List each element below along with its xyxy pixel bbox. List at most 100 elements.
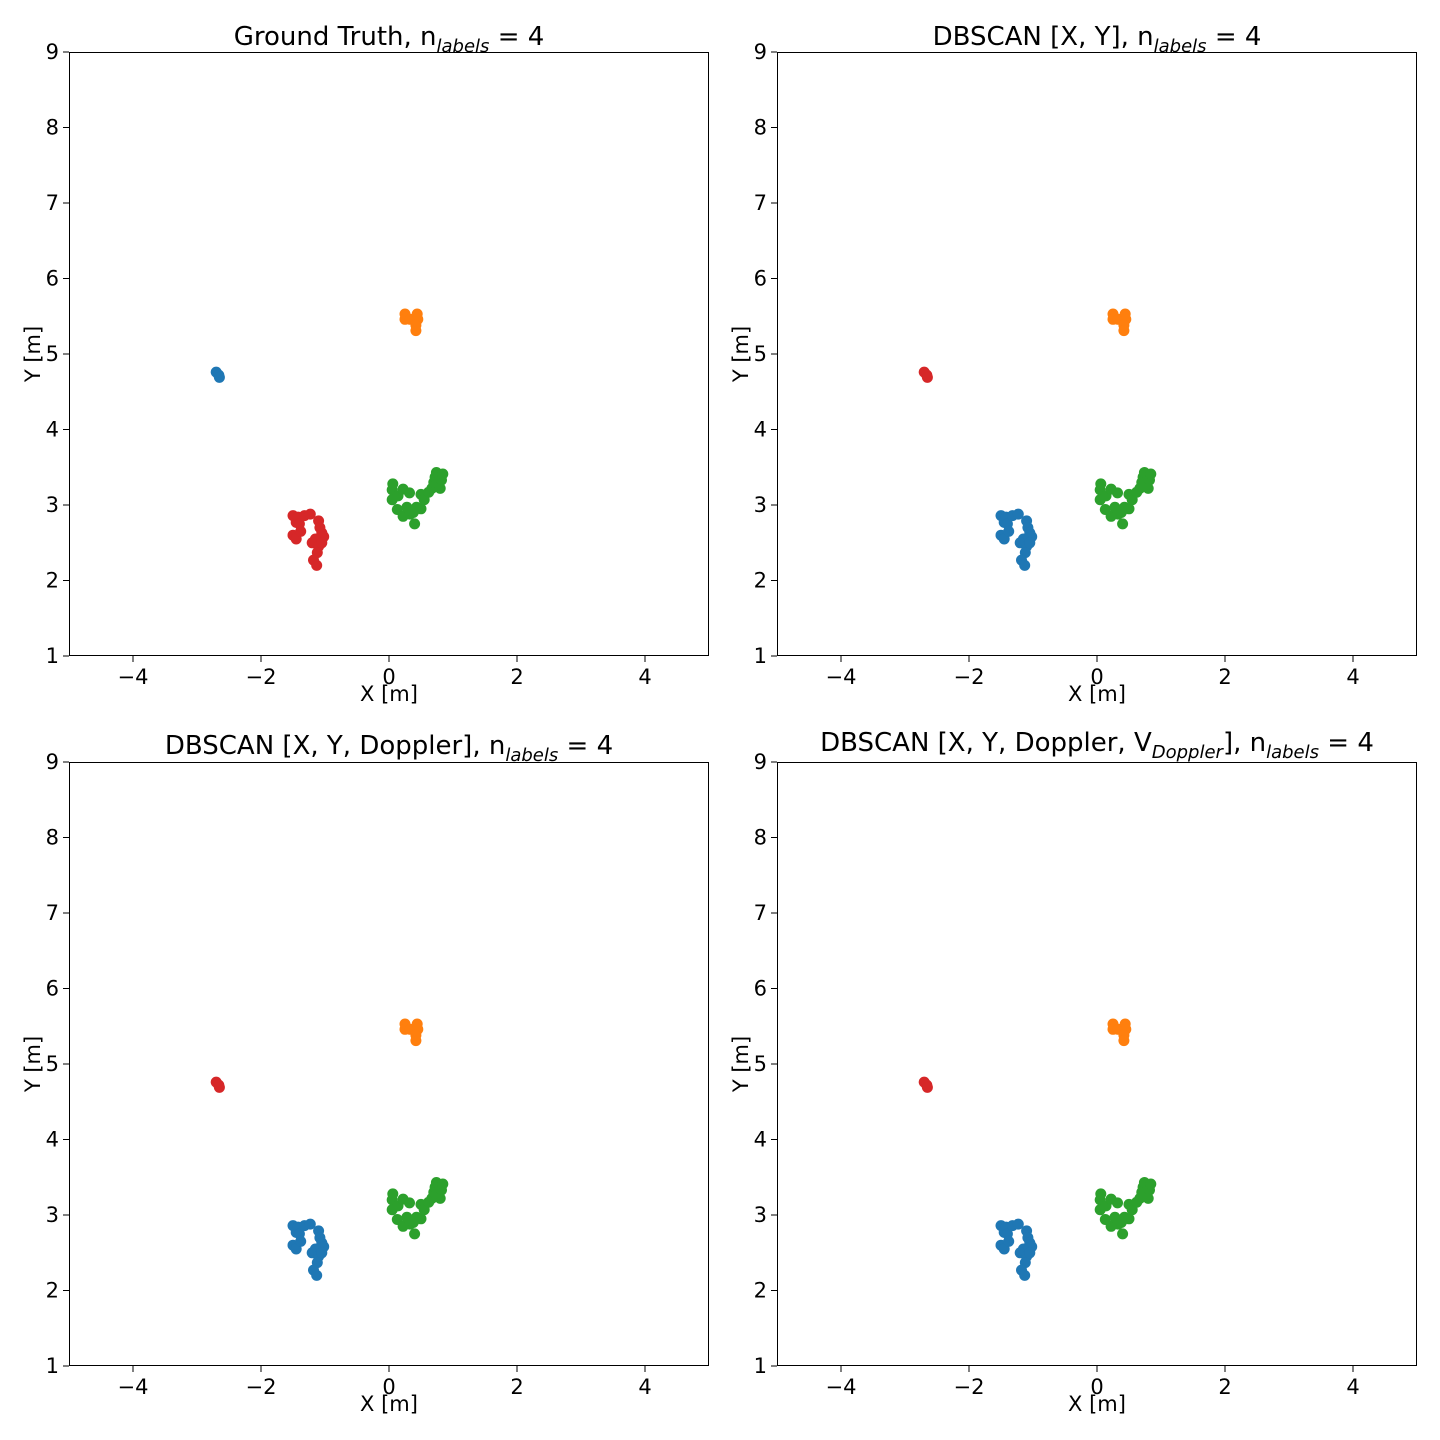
scatter-point [1145, 1178, 1157, 1190]
scatter-point [1118, 1035, 1130, 1047]
x-tick-label: −2 [954, 1375, 985, 1399]
y-axis-label: Y [m] [729, 1036, 753, 1093]
y-tick-label: 8 [46, 826, 59, 850]
y-tick-label: 5 [754, 342, 767, 366]
scatter-point [409, 518, 421, 530]
plot-frame [69, 762, 709, 1366]
scatter-point [316, 537, 328, 549]
y-tick-label: 8 [754, 826, 767, 850]
y-tick-label: 7 [46, 901, 59, 925]
scatter-point [437, 468, 449, 480]
scatter-point [213, 371, 225, 383]
scatter-series-0 [210, 366, 225, 383]
panel-dbscan-xy: DBSCAN [X, Y], nlabels = 4 X [m] Y [m] −… [729, 22, 1417, 706]
scatter-series-2 [1094, 467, 1157, 530]
scatter-point [1145, 468, 1157, 480]
plot-frame [777, 762, 1417, 1366]
x-tick-label: 0 [1090, 1375, 1103, 1399]
scatter-series-2 [386, 1177, 449, 1240]
x-tick-label: −2 [246, 665, 277, 689]
x-axis-label: X [m] [360, 682, 418, 706]
y-tick-label: 9 [46, 40, 59, 64]
y-tick-label: 3 [754, 1203, 767, 1227]
scatter-point [1115, 507, 1127, 518]
scatter-point [1012, 508, 1024, 520]
scatter-series-0 [918, 366, 933, 383]
scatter-point [1012, 1218, 1024, 1230]
x-tick-label: 4 [638, 665, 651, 689]
scatter-point [409, 1228, 421, 1240]
scatter-point [410, 325, 422, 337]
scatter-point [434, 482, 446, 494]
x-tick-label: 2 [510, 665, 523, 689]
y-tick-label: 4 [46, 418, 59, 442]
scatter-point [1118, 325, 1130, 337]
scatter-series-1 [1107, 1018, 1132, 1047]
y-tick-label: 9 [754, 750, 767, 774]
scatter-point [295, 525, 307, 537]
x-tick-label: 4 [638, 1375, 651, 1399]
panel-title: DBSCAN [X, Y], nlabels = 4 [933, 22, 1262, 57]
y-tick-label: 9 [46, 750, 59, 774]
y-tick-label: 8 [46, 116, 59, 140]
y-tick-label: 6 [754, 267, 767, 291]
scatter-series-1 [399, 1018, 424, 1047]
y-tick-label: 6 [46, 977, 59, 1001]
y-tick-label: 6 [46, 267, 59, 291]
y-tick-label: 2 [754, 1279, 767, 1303]
y-axis-label: Y [m] [729, 326, 753, 383]
y-tick-label: 7 [46, 191, 59, 215]
scatter-point [1003, 525, 1015, 537]
x-tick-label: 2 [1218, 665, 1231, 689]
scatter-series-1 [399, 308, 424, 337]
panel-dbscan-xy-doppler: DBSCAN [X, Y, Doppler], nlabels = 4 X [m… [21, 731, 709, 1416]
scatter-point [1117, 1228, 1129, 1240]
y-tick-label: 7 [754, 191, 767, 215]
y-tick-label: 1 [46, 644, 59, 668]
x-tick-label: −4 [118, 1375, 149, 1399]
y-tick-label: 3 [46, 1203, 59, 1227]
y-tick-label: 1 [46, 1354, 59, 1378]
x-tick-label: 0 [1090, 665, 1103, 689]
scatter-point [1142, 482, 1154, 494]
scatter-point [1112, 487, 1123, 499]
y-tick-label: 3 [754, 493, 767, 517]
scatter-point [921, 371, 933, 383]
scatter-point [437, 1178, 449, 1190]
x-tick-label: −4 [826, 665, 857, 689]
scatter-series-0 [918, 1076, 933, 1093]
x-tick-label: 0 [382, 1375, 395, 1399]
plot-frame [777, 52, 1417, 656]
x-axis-label: X [m] [360, 1392, 418, 1416]
y-axis-label: Y [m] [21, 1036, 45, 1093]
y-tick-label: 5 [754, 1052, 767, 1076]
y-tick-label: 1 [754, 1354, 767, 1378]
scatter-series-1 [1107, 308, 1132, 337]
scatter-point [1019, 559, 1031, 571]
scatter-point [311, 1269, 323, 1281]
y-tick-label: 4 [754, 1128, 767, 1152]
panel-dbscan-xy-doppler-vdoppler: DBSCAN [X, Y, Doppler, VDoppler], nlabel… [729, 728, 1417, 1416]
scatter-point [407, 1217, 419, 1228]
scatter-point [921, 1081, 933, 1093]
x-tick-label: −4 [118, 665, 149, 689]
y-tick-label: 6 [754, 977, 767, 1001]
scatter-series-2 [386, 467, 449, 530]
y-tick-label: 2 [46, 1279, 59, 1303]
scatter-point [407, 507, 419, 518]
scatter-point [1019, 1269, 1031, 1281]
panel-ground-truth: Ground Truth, nlabels = 4 X [m] Y [m] −4… [21, 22, 709, 706]
y-tick-label: 5 [46, 342, 59, 366]
y-tick-label: 3 [46, 493, 59, 517]
x-axis-label: X [m] [1068, 682, 1126, 706]
scatter-point [1115, 1217, 1127, 1228]
panel-title: DBSCAN [X, Y, Doppler], nlabels = 4 [165, 731, 613, 766]
scatter-point [404, 487, 415, 499]
scatter-point [1117, 518, 1129, 530]
scatter-point [316, 1247, 328, 1259]
x-tick-label: 2 [510, 1375, 523, 1399]
y-tick-label: 7 [754, 901, 767, 925]
scatter-series-3 [995, 1218, 1038, 1281]
y-tick-label: 2 [754, 569, 767, 593]
scatter-point [1112, 1197, 1123, 1209]
